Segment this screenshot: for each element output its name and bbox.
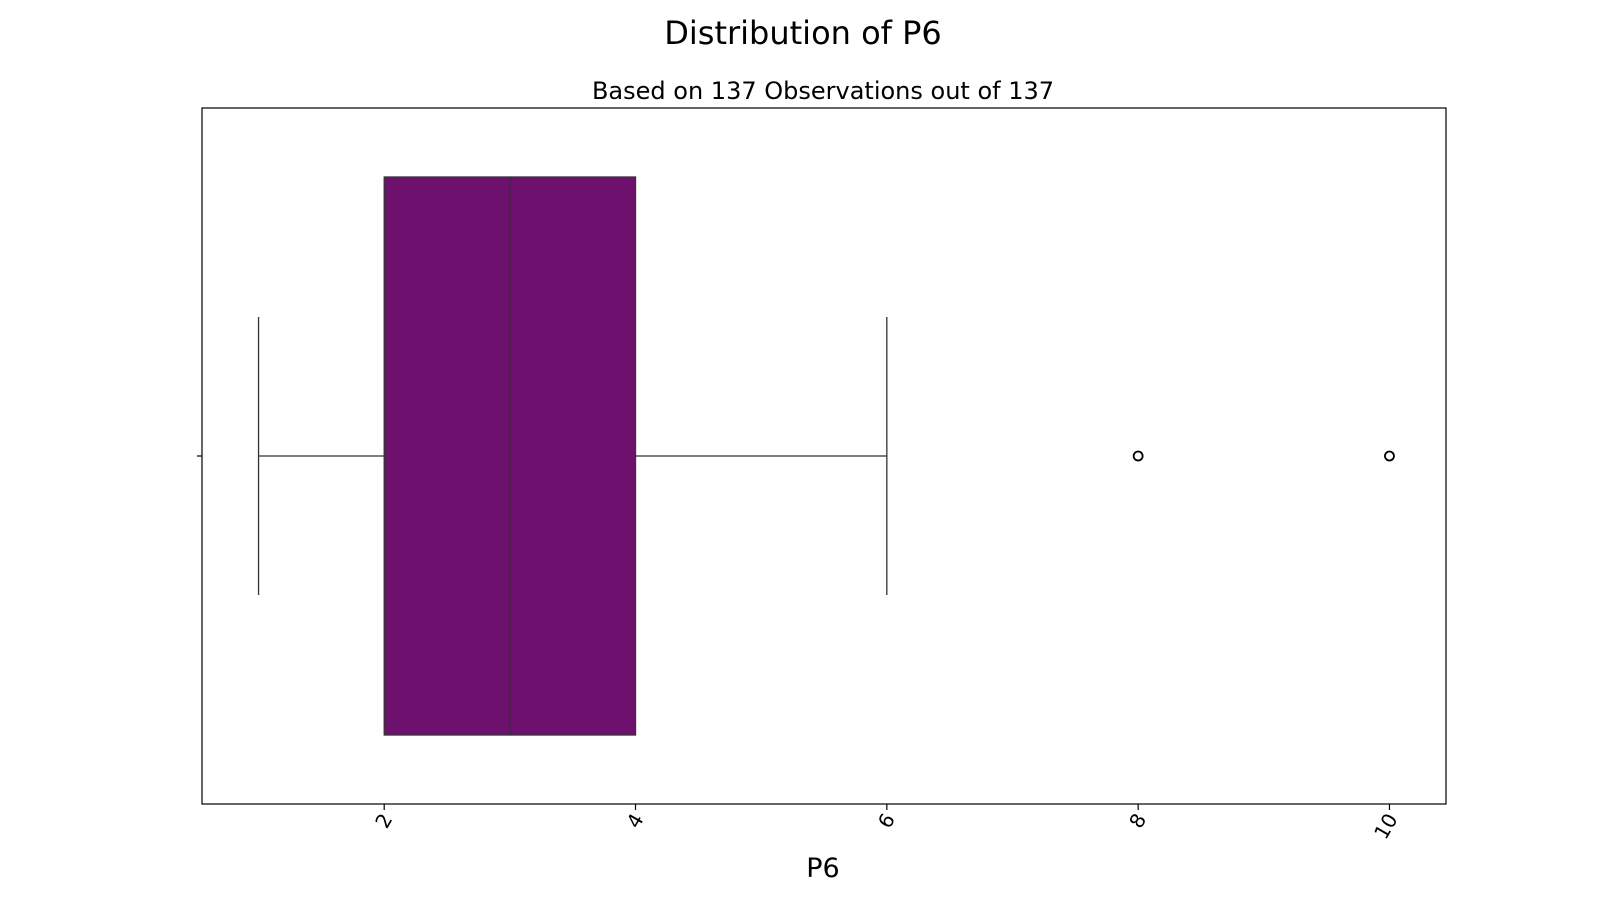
chart-subtitle: Based on 137 Observations out of 137 [592, 77, 1054, 105]
chart-title: Distribution of P6 [664, 14, 942, 52]
x-tick-label-10: 10 [1369, 809, 1403, 843]
outlier-point-2 [1384, 450, 1395, 462]
x-tick-label-6: 6 [873, 809, 900, 832]
outlier-point-1 [1132, 450, 1144, 462]
plot-area [201, 107, 1447, 805]
x-axis-label: P6 [806, 853, 839, 884]
x-axis: 2 4 6 8 10 [197, 455, 1403, 843]
x-tick-label-2: 2 [370, 809, 397, 832]
x-tick-label-8: 8 [1124, 809, 1151, 832]
x-tick-label-4: 4 [621, 809, 648, 832]
